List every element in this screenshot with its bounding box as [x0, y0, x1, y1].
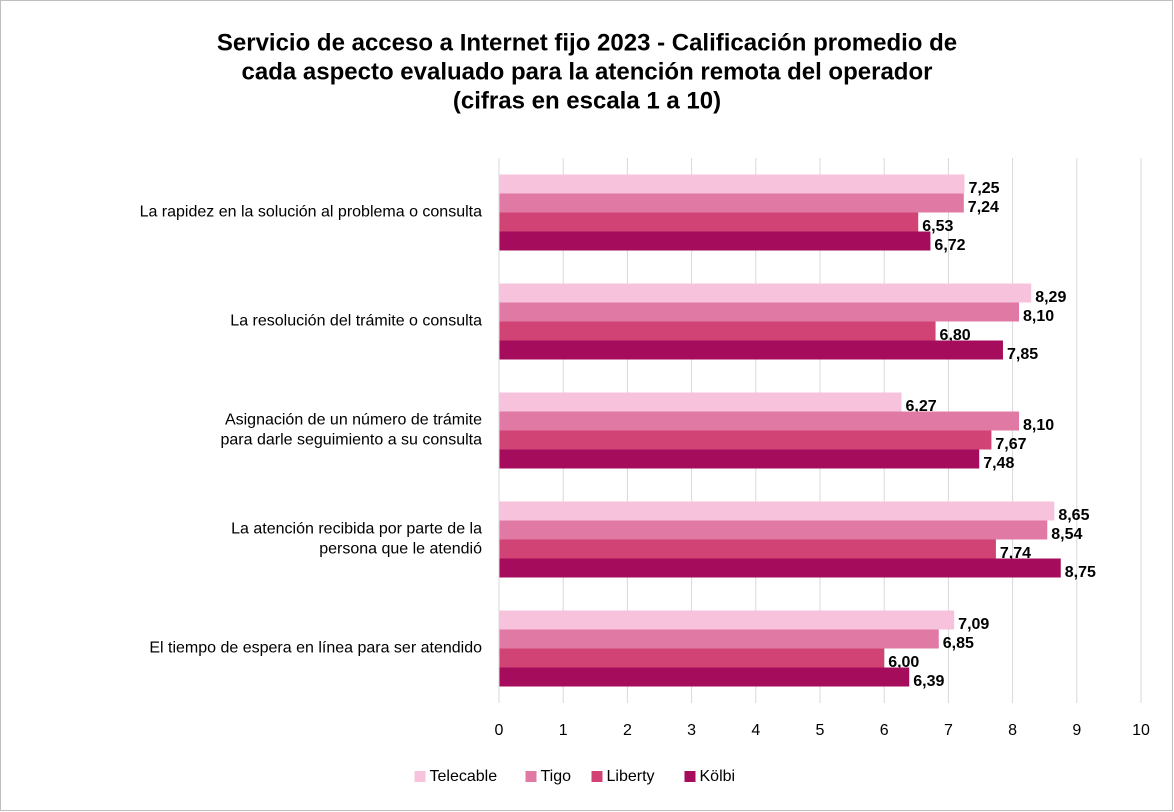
value-label: 6,53 — [922, 218, 953, 235]
bar — [499, 629, 939, 649]
value-label: 6,85 — [943, 635, 974, 652]
x-tick-label: 5 — [816, 722, 825, 739]
value-label: 7,74 — [1000, 545, 1031, 562]
x-tick-label: 6 — [880, 722, 889, 739]
bar — [499, 392, 902, 412]
bar — [499, 411, 1020, 431]
y-tick-label: persona que le atendió — [319, 541, 482, 558]
x-tick-label: 1 — [559, 722, 568, 739]
value-label: 8,54 — [1051, 526, 1082, 543]
value-label: 8,29 — [1035, 289, 1066, 306]
legend-label: Kölbi — [700, 768, 736, 785]
bar — [499, 648, 885, 668]
value-label: 6,39 — [913, 673, 944, 690]
value-label: 6,27 — [906, 398, 937, 415]
value-label: 8,75 — [1065, 564, 1096, 581]
value-label: 7,67 — [995, 436, 1026, 453]
x-tick-label: 4 — [751, 722, 760, 739]
bar — [499, 520, 1048, 540]
bar — [499, 193, 964, 213]
x-tick-label: 8 — [1008, 722, 1017, 739]
y-tick-label: para darle seguimiento a su consulta — [221, 432, 483, 449]
x-tick-label: 10 — [1132, 722, 1150, 739]
value-label: 7,85 — [1007, 346, 1038, 363]
y-tick-label: El tiempo de espera en línea para ser at… — [149, 640, 482, 657]
bar — [499, 302, 1020, 322]
chart-title: (cifras en escala 1 a 10) — [453, 87, 721, 114]
bar — [499, 449, 980, 469]
value-label: 8,10 — [1023, 308, 1054, 325]
bar — [499, 340, 1003, 360]
bar — [499, 539, 996, 559]
x-tick-label: 0 — [495, 722, 504, 739]
legend-swatch — [525, 771, 537, 782]
value-label: 7,24 — [968, 199, 999, 216]
value-label: 6,80 — [940, 327, 971, 344]
value-label: 8,65 — [1058, 507, 1089, 524]
bar — [499, 610, 955, 630]
value-label: 7,25 — [968, 180, 999, 197]
x-tick-label: 7 — [944, 722, 953, 739]
bar — [499, 231, 931, 251]
value-label: 6,72 — [934, 237, 965, 254]
bar — [499, 430, 992, 450]
legend-swatch — [684, 771, 696, 782]
y-tick-label: La rapidez en la solución al problema o … — [140, 204, 483, 221]
bar — [499, 174, 965, 194]
bar — [499, 501, 1055, 521]
value-label: 7,09 — [958, 616, 989, 633]
legend-label: Telecable — [430, 768, 498, 785]
bar — [499, 283, 1032, 303]
legend-label: Tigo — [541, 768, 572, 785]
x-tick-label: 9 — [1072, 722, 1081, 739]
y-tick-label: La resolución del trámite o consulta — [230, 313, 482, 330]
legend-swatch — [414, 771, 426, 782]
y-tick-label: La atención recibida por parte de la — [231, 521, 482, 538]
y-tick-label: Asignación de un número de trámite — [225, 412, 482, 429]
bar — [499, 667, 910, 687]
x-tick-label: 2 — [623, 722, 632, 739]
bar — [499, 212, 919, 232]
value-label: 7,48 — [983, 455, 1014, 472]
legend-swatch — [591, 771, 603, 782]
value-label: 6,00 — [888, 654, 919, 671]
bar — [499, 558, 1061, 578]
chart-title: cada aspecto evaluado para la atención r… — [242, 58, 933, 85]
chart-title: Servicio de acceso a Internet fijo 2023 … — [217, 29, 957, 56]
value-label: 8,10 — [1023, 417, 1054, 434]
bar — [499, 321, 936, 341]
x-tick-label: 3 — [687, 722, 696, 739]
legend-label: Liberty — [607, 768, 655, 785]
